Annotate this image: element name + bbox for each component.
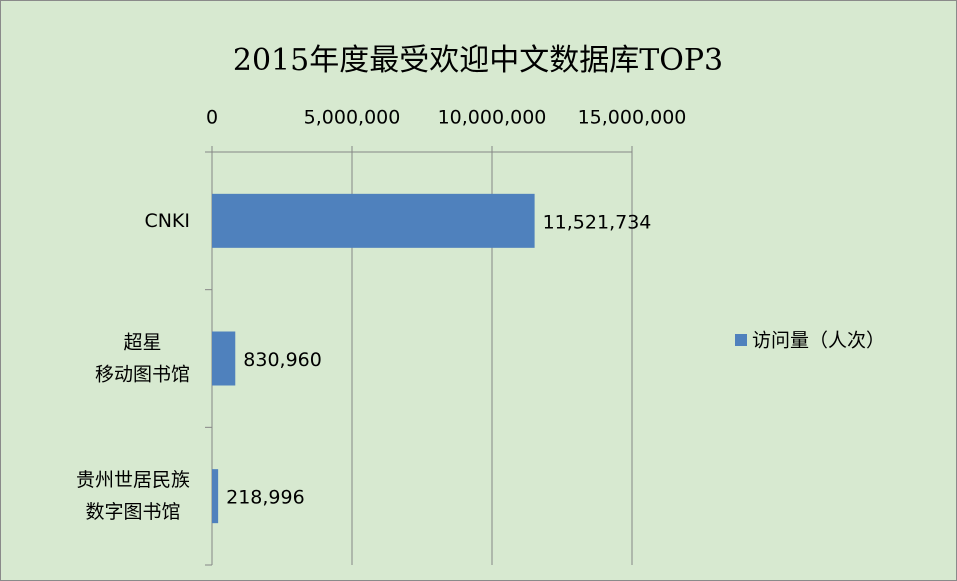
chart-title: 2015年度最受欢迎中文数据库TOP3 (233, 43, 723, 78)
x-tick-label: 15,000,000 (578, 107, 687, 129)
data-label: 218,996 (226, 487, 305, 509)
data-label: 830,960 (243, 349, 322, 371)
legend-swatch (735, 334, 747, 346)
x-tick-label: 5,000,000 (304, 107, 401, 129)
x-tick-label: 10,000,000 (438, 107, 547, 129)
y-tick-label: 贵州世居民族数字图书馆 (76, 469, 190, 523)
data-label: 11,521,734 (543, 211, 652, 233)
bar (212, 193, 535, 248)
legend-label: 访问量（人次） (752, 330, 885, 352)
x-tick-label: 0 (206, 107, 218, 129)
bar (212, 331, 236, 386)
bar (212, 469, 219, 524)
y-tick-label: 超星移动图书馆 (95, 331, 190, 385)
y-tick-label: CNKI (144, 209, 190, 231)
